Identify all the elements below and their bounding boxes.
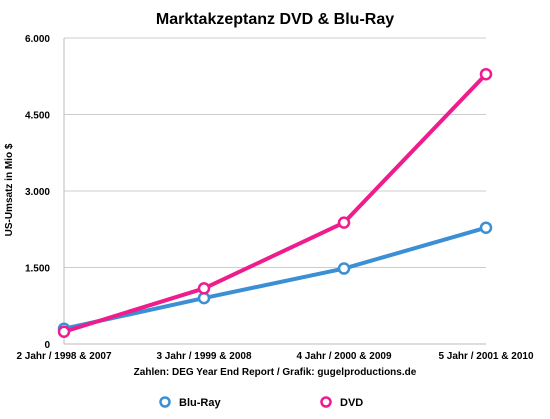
data-point <box>337 216 351 229</box>
series <box>57 67 493 339</box>
legend-label: DVD <box>340 397 363 409</box>
series-line <box>62 72 488 334</box>
x-tick-label: 3 Jahr / 1999 & 2008 <box>156 351 252 362</box>
grid <box>64 37 486 268</box>
y-axis-label: US-Umsatz in Mio $ <box>4 143 15 236</box>
series-dvd <box>57 67 493 339</box>
series-line <box>62 225 488 331</box>
y-tick-label: 4.500 <box>25 111 50 122</box>
x-tick-labels: 2 Jahr / 1998 & 2007 3 Jahr / 1999 & 2008… <box>16 351 534 362</box>
y-tick-label: 0 <box>44 340 50 351</box>
legend-marker <box>320 396 332 408</box>
x-axis-label: Zahlen: DEG Year End Report / Grafik: gu… <box>134 367 417 378</box>
x-tick-label: 2 Jahr / 1998 & 2007 <box>16 351 112 362</box>
legend-label: Blu-Ray <box>179 397 221 409</box>
y-tick-label: 1.500 <box>25 264 50 275</box>
y-tick-label: 6.000 <box>25 34 50 45</box>
x-tick-label: 5 Jahr / 2001 & 2010 <box>438 351 534 362</box>
data-point <box>57 325 71 339</box>
data-point <box>479 221 493 234</box>
y-tick-label: 3.000 <box>25 187 50 198</box>
legend-marker <box>159 396 171 408</box>
legend: Blu-Ray DVD <box>159 396 363 409</box>
y-tick-labels: 0 1.500 3.000 4.500 6.000 <box>25 34 50 351</box>
data-point <box>197 282 211 295</box>
data-point <box>479 67 493 81</box>
x-tick-label: 4 Jahr / 2000 & 2009 <box>296 351 392 362</box>
chart-title: Marktakzeptanz DVD & Blu-Ray <box>156 11 394 28</box>
series-blu-ray <box>57 221 493 335</box>
data-point <box>337 262 351 275</box>
